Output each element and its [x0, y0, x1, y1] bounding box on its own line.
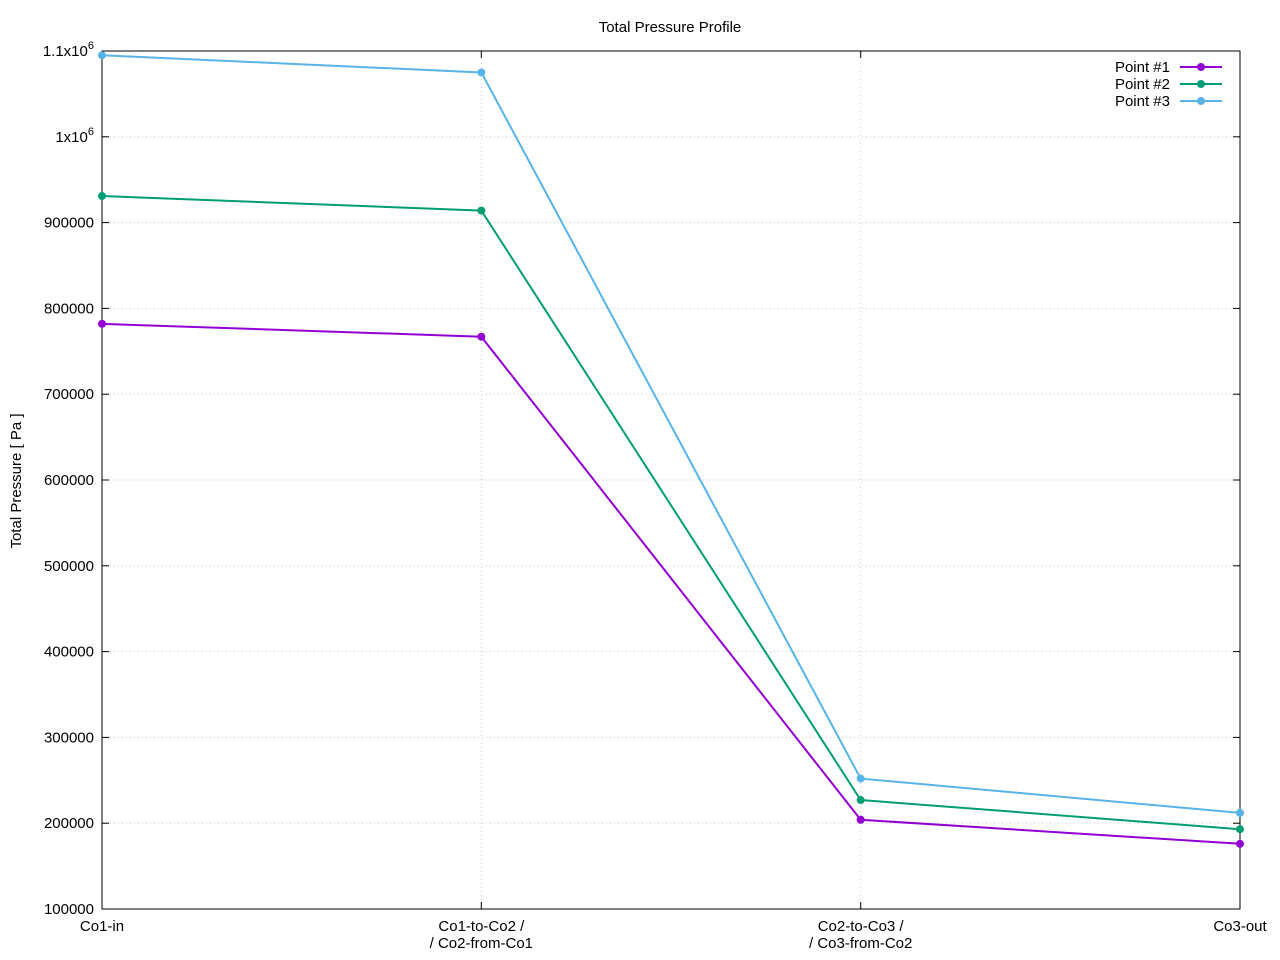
series-point-1 — [98, 319, 1244, 848]
legend-swatch-point — [1197, 63, 1205, 71]
data-point — [1236, 825, 1244, 834]
data-point — [477, 206, 486, 215]
plot-frame — [101, 50, 1241, 910]
grid-lines — [102, 51, 1240, 909]
y-axis-label: Total Pressure [ Pa ] — [8, 413, 25, 548]
data-point — [1236, 808, 1244, 817]
y-tick-label: 1.1x106 — [43, 40, 94, 60]
legend-swatch-point — [1197, 80, 1205, 88]
legend-label: Point #2 — [1115, 76, 1170, 93]
y-tick-label: 400000 — [44, 644, 94, 661]
legend-swatch-point — [1197, 97, 1205, 105]
y-tick-label: 900000 — [44, 215, 94, 232]
data-point — [1236, 839, 1244, 848]
data-point — [856, 796, 865, 805]
x-axis-ticks: Co1-in Co1-to-Co2 // Co2-from-Co1 Co2-to-C… — [80, 51, 1268, 952]
y-tick-label: 1x106 — [55, 126, 94, 146]
y-tick-label: 300000 — [44, 729, 94, 746]
x-tick-label: Co1-in — [80, 918, 124, 935]
series-line — [101, 54, 1241, 814]
legend-item: Point #3 — [1115, 93, 1222, 110]
legend-label: Point #1 — [1115, 59, 1170, 76]
x-tick-label: Co2-to-Co3 // Co3-from-Co2 — [809, 918, 912, 952]
x-tick-label: Co3-out — [1213, 918, 1267, 935]
data-point — [477, 332, 486, 341]
data-point — [856, 774, 865, 783]
data-point — [98, 192, 106, 201]
data-point — [98, 319, 106, 328]
y-tick-label: 600000 — [44, 472, 94, 489]
y-tick-label: 700000 — [44, 386, 94, 403]
y-tick-label: 500000 — [44, 558, 94, 575]
data-point — [856, 815, 865, 824]
data-point — [98, 51, 106, 60]
x-tick-label: Co1-to-Co2 // Co2-from-Co1 — [430, 918, 533, 952]
y-axis-ticks: 100000 200000 300000 400000 500000 600000 7000… — [43, 40, 1240, 918]
series-line — [101, 322, 1241, 845]
series-group — [98, 51, 1244, 848]
chart-title: Total Pressure Profile — [599, 19, 742, 36]
series-point-3 — [98, 51, 1244, 817]
series-point-2 — [98, 192, 1244, 834]
y-tick-label: 100000 — [44, 901, 94, 918]
y-tick-label: 200000 — [44, 815, 94, 832]
y-tick-label: 800000 — [44, 300, 94, 317]
series-line — [101, 195, 1241, 831]
legend-item: Point #1 — [1115, 59, 1222, 76]
legend-label: Point #3 — [1115, 93, 1170, 110]
data-point — [477, 68, 486, 77]
legend-item: Point #2 — [1115, 76, 1222, 93]
